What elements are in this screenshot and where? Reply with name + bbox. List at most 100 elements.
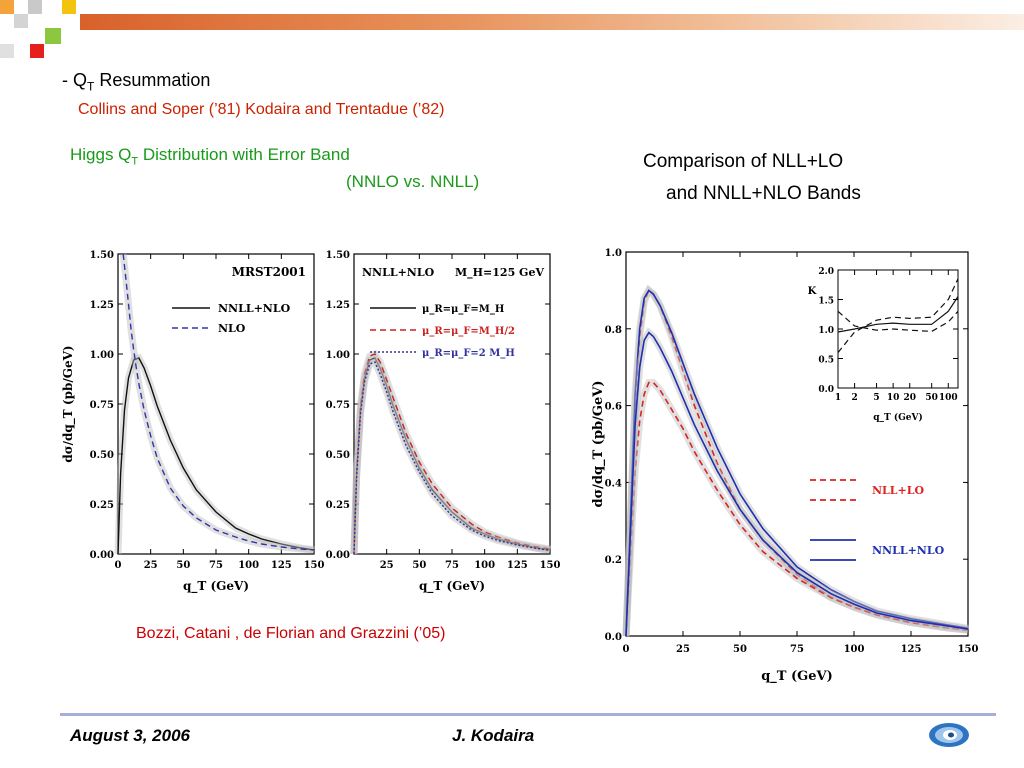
series-line-2 (837, 310, 959, 333)
x-tick-label: 100 (844, 644, 865, 655)
x-tick-label: 50 (925, 393, 938, 403)
series-line-1 (837, 278, 959, 353)
series-line-0 (837, 296, 959, 333)
higgs-subtitle: (NNLO vs. NNLL) (346, 172, 480, 191)
y-tick-label: 1.5 (818, 297, 834, 307)
x-tick-label: 125 (271, 560, 292, 571)
series-line-3 (625, 331, 969, 637)
y-tick-label: 1.50 (90, 250, 114, 261)
footer-author: J. Kodaira (452, 726, 535, 745)
y-tick-label: 0.25 (90, 500, 114, 511)
right-plot-figure: 0 25 50 75 100 125 150 0.0 0.2 0.4 0.6 0.8 1.0 q_T (G… (582, 236, 986, 696)
y-tick-label: 0.25 (326, 500, 350, 511)
legend-label: NLL+LO (872, 484, 924, 497)
legend-label: μ_R=μ_F=M_H/2 (422, 326, 515, 337)
corner-square-green (45, 28, 61, 44)
x-tick-label: 50 (176, 560, 190, 571)
y-tick-label: 0.2 (605, 555, 622, 566)
x-tick-label: 125 (507, 560, 528, 571)
left-plot-figure: 0 25 50 75 100 125 150 0.00 0.25 0.50 0.75 1.00 1.25… (58, 238, 566, 600)
x-tick-label: 100 (238, 560, 259, 571)
x-tick-label: 100 (939, 393, 958, 403)
y-tick-label: 1.0 (605, 248, 622, 259)
comparison-title-line2: and NNLL+NLO Bands (666, 183, 861, 204)
y-tick-label: 0.00 (90, 550, 114, 561)
credit-text: Bozzi, Catani , de Florian and Grazzini … (136, 625, 446, 642)
x-tick-label: 75 (790, 644, 804, 655)
corner-square-red (30, 44, 44, 58)
corner-square-gray (28, 0, 42, 14)
x-tick-label: 150 (540, 560, 561, 571)
inset-y-axis-label: K (808, 286, 817, 297)
x-tick-label: 5 (873, 393, 879, 403)
series-line-1 (625, 381, 969, 637)
x-axis-label: q_T (GeV) (761, 669, 833, 684)
x-tick-label: 125 (901, 644, 922, 655)
series-line-2 (625, 289, 969, 637)
x-tick-label: 75 (209, 560, 223, 571)
x-tick-label: 10 (887, 393, 900, 403)
x-tick-label: 75 (445, 560, 459, 571)
comparison-title-line1: Comparison of NLL+LO (643, 151, 844, 172)
x-tick-label: 50 (412, 560, 426, 571)
y-tick-label: 0.50 (90, 450, 114, 461)
corner-square-gray3 (0, 44, 14, 58)
legend-label: NLO (218, 322, 246, 335)
y-tick-label: 1.00 (90, 350, 114, 361)
x-tick-label: 25 (676, 644, 690, 655)
y-tick-label: 1.25 (326, 300, 350, 311)
legend-label: μ_R=μ_F=M_H (422, 304, 504, 315)
y-tick-label: 0.0 (605, 632, 622, 643)
x-tick-label: 0 (623, 644, 630, 655)
corner-square-yellow (62, 0, 76, 14)
y-tick-label: 0.5 (818, 356, 834, 366)
footer-divider (60, 713, 996, 716)
title-gradient-bar (80, 14, 1024, 30)
plot-frame (117, 253, 315, 555)
x-tick-label: 25 (380, 560, 394, 571)
y-tick-label: 1.00 (326, 350, 350, 361)
y-tick-label: 0.75 (326, 400, 350, 411)
y-axis-label: dσ/dq_T (pb/GeV) (61, 345, 76, 462)
y-tick-label: 1.25 (90, 300, 114, 311)
legend-label: μ_R=μ_F=2 M_H (422, 348, 515, 359)
series-line-1 (353, 353, 551, 555)
y-tick-label: 0.0 (818, 385, 834, 395)
x-tick-label: 20 (903, 393, 916, 403)
references-text: Collins and Soper (’81) Kodaira and Tren… (78, 101, 445, 118)
x-tick-label: 100 (474, 560, 495, 571)
panel-label: NNLL+NLO (362, 266, 435, 279)
y-tick-label: 0.50 (326, 450, 350, 461)
y-tick-label: 0.6 (605, 402, 622, 413)
x-tick-label: 0 (115, 560, 122, 571)
series-line-0 (117, 357, 315, 555)
panel-label-2: M_H=125 GeV (455, 266, 544, 280)
x-axis-label: q_T (GeV) (419, 579, 485, 594)
panel-label: MRST2001 (232, 265, 306, 279)
y-tick-label: 1.0 (818, 326, 834, 336)
plot-frame (353, 253, 551, 555)
x-tick-label: 50 (733, 644, 747, 655)
x-tick-label: 1 (835, 393, 841, 403)
corner-square-orange (0, 0, 14, 14)
series-line-0 (353, 357, 551, 555)
x-tick-label: 150 (958, 644, 979, 655)
y-tick-label: 0.75 (90, 400, 114, 411)
series-line-1 (122, 253, 315, 551)
x-tick-label: 2 (851, 393, 857, 403)
y-tick-label: 0.8 (605, 325, 622, 336)
series-line-2 (353, 361, 551, 555)
higgs-title: Higgs QT Distribution with Error Band (70, 145, 350, 168)
section-heading: - QT Resummation (62, 70, 211, 94)
y-tick-label: 0.00 (326, 550, 350, 561)
x-tick-label: 25 (144, 560, 158, 571)
x-axis-label: q_T (GeV) (183, 579, 249, 594)
y-tick-label: 1.50 (326, 250, 350, 261)
plot-frame (837, 269, 959, 389)
legend-label: NNLL+NLO (872, 544, 945, 557)
corner-square-gray2 (14, 14, 28, 28)
footer-date: August 3, 2006 (70, 726, 190, 745)
y-axis-label: dσ/dq_T (pb/GeV) (591, 381, 606, 508)
y-tick-label: 0.4 (605, 478, 622, 489)
x-tick-label: 150 (304, 560, 325, 571)
